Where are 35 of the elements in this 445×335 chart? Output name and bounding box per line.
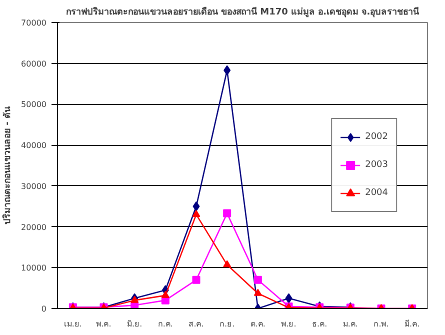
y-tick-label: 10000 [21, 264, 47, 273]
x-tick-label: ต.ค. [250, 320, 266, 328]
y-tick-label: 0 [41, 304, 47, 314]
point [130, 296, 139, 303]
y-tick-label: 50000 [21, 100, 47, 110]
y-tick-label: 70000 [21, 18, 47, 28]
y-tick-label: 20000 [21, 222, 47, 232]
x-tick-label: ส.ค. [188, 320, 204, 328]
y-axis-title: ปริมาณตะกอนแขวนลอย - ตัน [2, 106, 14, 224]
legend-label: 2004 [365, 188, 388, 198]
x-tick-label: มิ.ย. [127, 320, 142, 328]
x-tick-label: ก.ย. [220, 320, 235, 328]
point [254, 288, 262, 296]
point [285, 293, 292, 304]
legend-label: 2002 [365, 132, 388, 142]
y-tick-label: 40000 [21, 141, 47, 150]
x-tick-label: ก.พ. [374, 320, 389, 328]
x-tick-label: ก.ค. [158, 320, 173, 328]
legend-label: 2003 [365, 160, 388, 170]
point [192, 210, 200, 218]
x-tick-label: มี.ค. [404, 320, 420, 328]
point [192, 276, 200, 284]
x-tick-label: พ.ย. [281, 320, 296, 328]
x-tick-label: ธ.ค. [312, 320, 328, 328]
y-tick-label: 60000 [21, 59, 47, 68]
chart-title: กราฟปริมาณตะกอนแขวนลอยรายเดือน ของสถานี M170 แม่มูล อ.เดชอุดม จ.อุบลราชธานี [66, 6, 420, 18]
point [254, 276, 262, 284]
point [161, 290, 170, 298]
y-tick-label: 30000 [21, 182, 47, 191]
point [223, 209, 232, 218]
x-tick-label: พ.ค. [96, 320, 112, 328]
point [223, 260, 232, 268]
x-tick-label: ม.ค. [342, 320, 358, 328]
x-tick-label: เม.ย. [64, 320, 82, 328]
point [192, 201, 200, 212]
